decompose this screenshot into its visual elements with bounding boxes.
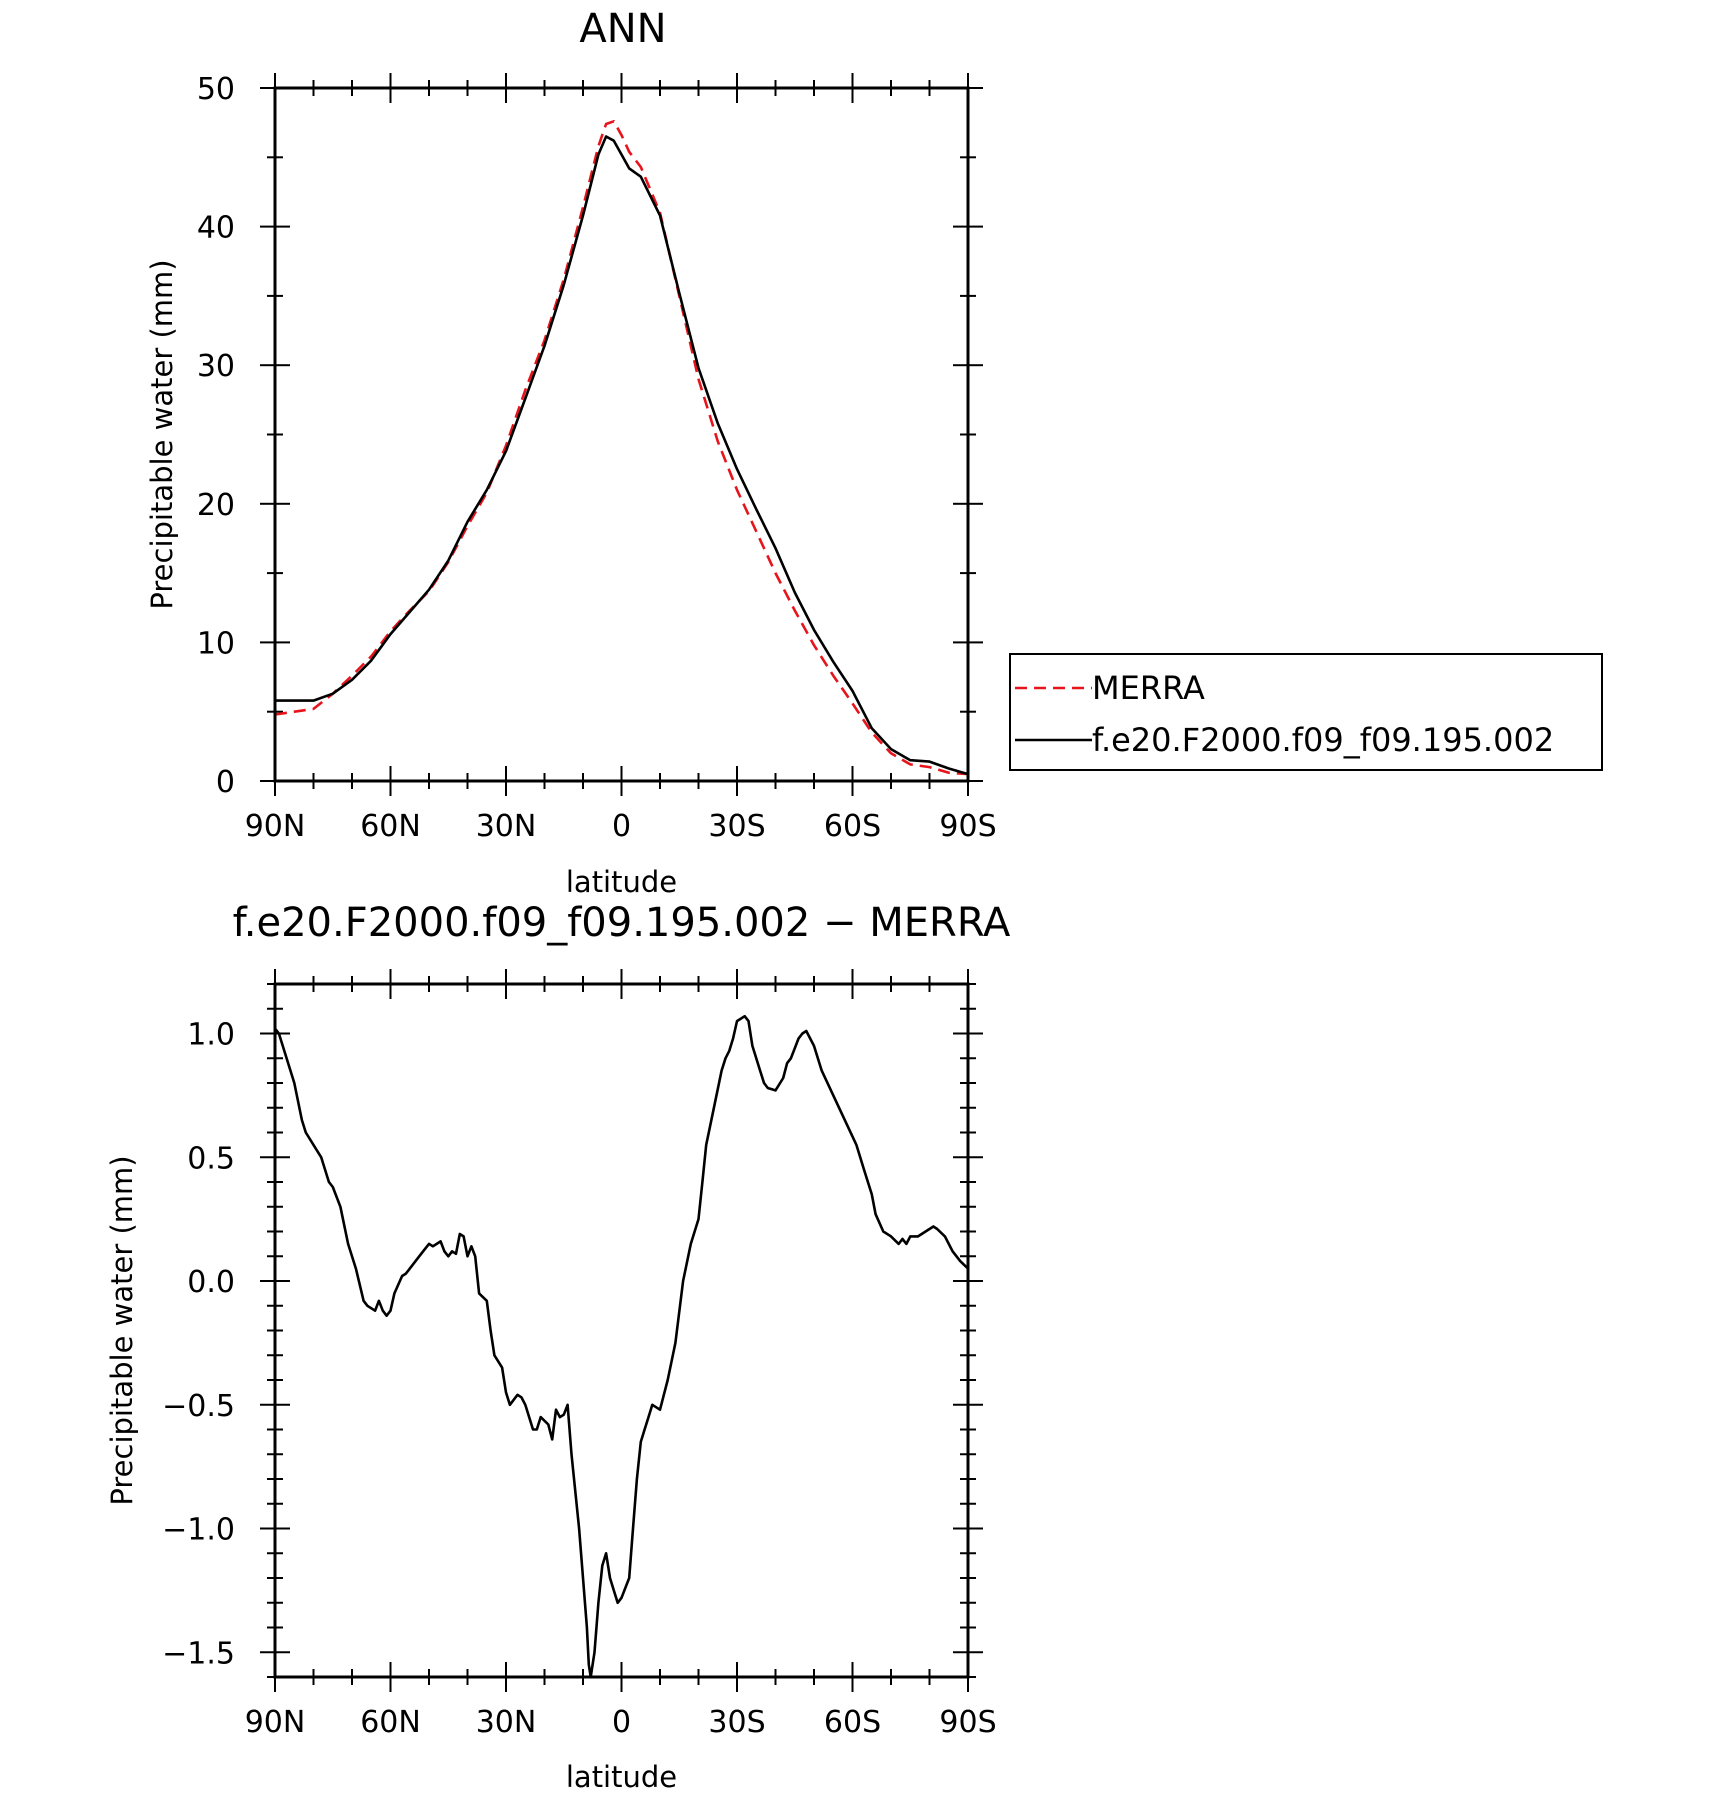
x-tick-label: 30N <box>476 1705 537 1740</box>
x-axis-label: latitude <box>566 1760 677 1794</box>
chart-title: ANN <box>579 6 666 52</box>
y-tick-label: −1.5 <box>162 1636 235 1671</box>
y-axis-label: Precipitable water (mm) <box>105 1155 139 1505</box>
y-tick-label: 0.0 <box>187 1265 235 1300</box>
y-tick-label: −1.0 <box>162 1513 235 1548</box>
series-line-f-e20-f2000-f09-f09-195-002 <box>275 135 969 776</box>
x-tick-label: 60S <box>824 1705 881 1740</box>
series-layer <box>273 1014 969 1679</box>
x-tick-label: 90S <box>939 809 996 844</box>
precipitable-water-chart: ANN 90N 60N 30N 0 30S 60S 90S 0 10 20 30 40 50 latit… <box>145 6 1603 899</box>
y-tick-label: 1.0 <box>187 1018 235 1053</box>
x-tick-label: 30N <box>476 809 537 844</box>
y-tick-label: 50 <box>197 72 235 107</box>
y-tick-label: −0.5 <box>162 1389 235 1424</box>
x-tick-label: 90N <box>245 1705 306 1740</box>
x-tick-label: 0 <box>612 809 631 844</box>
x-tick-label: 90N <box>245 809 306 844</box>
legend-label-model: f.e20.F2000.f09_f09.195.002 <box>1092 721 1554 759</box>
series-line-difference <box>273 1014 969 1679</box>
x-tick-label: 60S <box>824 809 881 844</box>
x-tick-label: 60N <box>360 809 421 844</box>
y-tick-label: 10 <box>197 626 235 661</box>
tick-labels: 90N 60N 30N 0 30S 60S 90S 0 10 20 30 40 50 <box>197 72 997 844</box>
difference-chart: f.e20.F2000.f09_f09.195.002 − MERRA 90N 6… <box>105 900 1011 1794</box>
y-tick-label: 20 <box>197 488 235 523</box>
legend-box <box>1009 653 1603 771</box>
y-tick-label: 30 <box>197 349 235 384</box>
tick-labels: 90N 60N 30N 0 30S 60S 90S 1.0 0.5 0.0 −0.5 −1.0 −1.5 <box>162 1018 996 1741</box>
y-axis-label: Precipitable water (mm) <box>145 259 179 609</box>
chart-title: f.e20.F2000.f09_f09.195.002 − MERRA <box>233 900 1011 946</box>
x-tick-label: 30S <box>708 1705 765 1740</box>
y-tick-label: 0.5 <box>187 1141 235 1176</box>
plot-frame <box>273 982 970 1679</box>
legend: MERRA f.e20.F2000.f09_f09.195.002 <box>1009 653 1603 771</box>
series-layer <box>274 120 969 776</box>
plot-frame <box>273 86 970 783</box>
y-tick-label: 40 <box>197 211 235 246</box>
x-tick-label: 60N <box>360 1705 421 1740</box>
x-tick-label: 90S <box>939 1705 996 1740</box>
series-line-merra <box>274 120 969 776</box>
y-tick-label: 0 <box>216 765 235 800</box>
x-tick-label: 0 <box>612 1705 631 1740</box>
x-tick-label: 30S <box>708 809 765 844</box>
legend-label-merra: MERRA <box>1092 669 1205 707</box>
x-axis-label: latitude <box>566 865 677 899</box>
